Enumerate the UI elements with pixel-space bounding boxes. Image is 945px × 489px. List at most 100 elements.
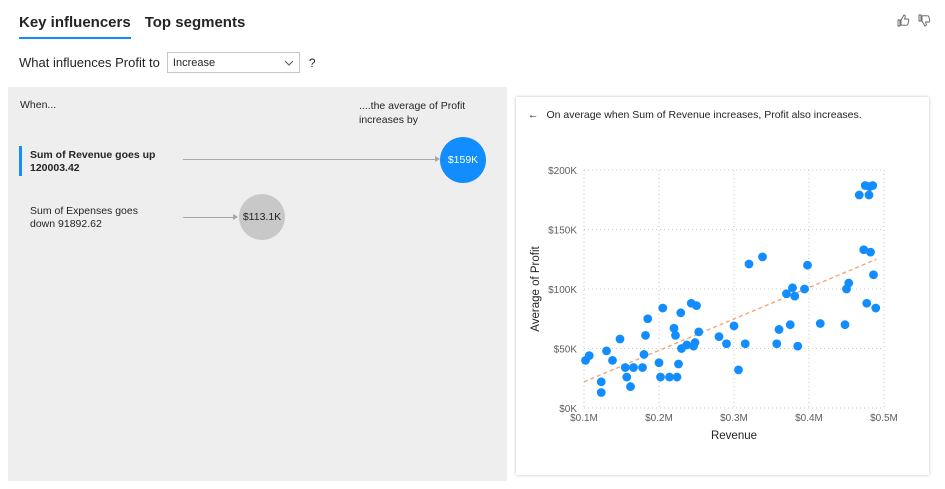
arrow-right-icon [435,156,440,162]
y-tick-label: $150K [548,226,577,237]
data-point [859,245,869,255]
influencer-expenses[interactable]: Sum of Expenses goes down 91892.62 [30,205,138,231]
when-label: When... [20,99,57,111]
data-point [608,356,617,365]
data-point [669,323,679,333]
data-point [656,372,665,382]
influencer-revenue-line1: Sum of Revenue goes up [30,149,156,161]
x-axis-label: Revenue [711,430,757,442]
question-text: What influences Profit to [19,55,160,70]
data-point [622,372,632,382]
influencers-panel: When... ....the average of Profit increa… [8,87,507,481]
data-point [638,363,647,372]
data-point [641,331,650,340]
data-point [620,363,630,372]
data-point [694,327,704,337]
data-point [868,181,878,190]
detail-header: ← On average when Sum of Revenue increas… [528,109,862,121]
y-axis-label: Average of Profit [530,245,542,331]
back-arrow-icon[interactable]: ← [528,109,539,121]
connector-line [183,159,436,160]
data-point [854,190,864,200]
data-point [629,363,638,372]
y-tick-label: $50K [554,345,578,356]
data-point [602,346,611,356]
data-point [672,372,682,382]
influence-bubble-expenses[interactable]: $113.1K [239,194,285,240]
data-point [864,190,874,200]
detail-description: On average when Sum of Revenue increases… [546,109,862,121]
data-point [869,270,878,280]
x-tick-label: $0.1M [570,413,598,424]
trend-line [583,258,877,383]
data-point [788,283,797,293]
outcome-dropdown-value: Increase [172,56,216,69]
feedback-icons [897,14,931,30]
tab-bar: Key influencers Top segments [19,14,245,39]
x-tick-label: $0.3M [720,413,748,424]
avg-label-line1: ....the average of Profit [359,100,466,112]
data-point [722,339,731,349]
x-tick-label: $0.4M [795,413,823,424]
y-tick-label: $0K [559,404,577,415]
data-point [862,298,872,308]
help-icon[interactable]: ? [308,55,316,70]
data-point [772,339,782,349]
data-point [793,341,803,351]
data-point [871,303,881,313]
avg-label: ....the average of Profit increases by [359,99,465,127]
data-point [729,321,739,331]
influencer-revenue[interactable]: Sum of Revenue goes up 120003.42 [30,149,155,175]
data-point [643,314,653,324]
x-tick-label: $0.5M [870,413,898,424]
arrow-right-icon [233,214,238,220]
data-point [844,278,854,288]
data-point [665,372,674,382]
data-point [615,334,625,344]
scatter-chart: $0K $50K $100K $150K $200K $0.1M $0.2M $0.3M $0.… [530,166,898,442]
thumbs-up-icon[interactable] [897,14,910,30]
data-point [676,308,686,318]
influencer-revenue-line2: 120003.42 [30,162,80,174]
y-tick-label: $100K [548,285,577,296]
y-tick-label: $200K [548,166,577,177]
question-row: What influences Profit to Increase ? [19,52,316,73]
data-point [803,260,812,270]
influencer-expenses-line1: Sum of Expenses goes [30,205,138,217]
connector-line [183,217,233,218]
tab-top-segments[interactable]: Top segments [144,14,246,31]
data-point [815,319,825,328]
data-point [785,320,795,330]
data-point [584,351,594,361]
influence-bubble-revenue[interactable]: $159K [440,137,486,183]
chevron-down-icon [284,57,294,69]
thumbs-down-icon[interactable] [918,14,931,30]
data-point [690,338,700,347]
selection-indicator [19,146,22,176]
data-point [596,377,606,387]
data-point [758,252,767,262]
data-point [714,332,724,341]
data-point [790,291,800,301]
avg-label-line2: increases by [359,114,418,126]
data-point [682,340,692,350]
data-point [658,303,668,313]
data-point [800,284,809,294]
x-tick-label: $0.2M [645,413,673,424]
data-point [639,350,649,359]
data-point [734,365,743,375]
data-point [740,339,750,349]
data-point [744,259,754,269]
data-point [866,247,875,257]
data-point [782,289,791,299]
data-point [671,331,680,340]
influencer-expenses-line2: down 91892.62 [30,218,102,230]
tab-key-influencers[interactable]: Key influencers [19,14,131,39]
outcome-dropdown[interactable]: Increase [166,52,300,73]
data-point [692,301,701,311]
data-point [674,359,683,369]
data-point [840,320,850,330]
data-point [596,388,606,397]
detail-panel: ← On average when Sum of Revenue increas… [516,97,929,475]
data-point [774,325,784,334]
